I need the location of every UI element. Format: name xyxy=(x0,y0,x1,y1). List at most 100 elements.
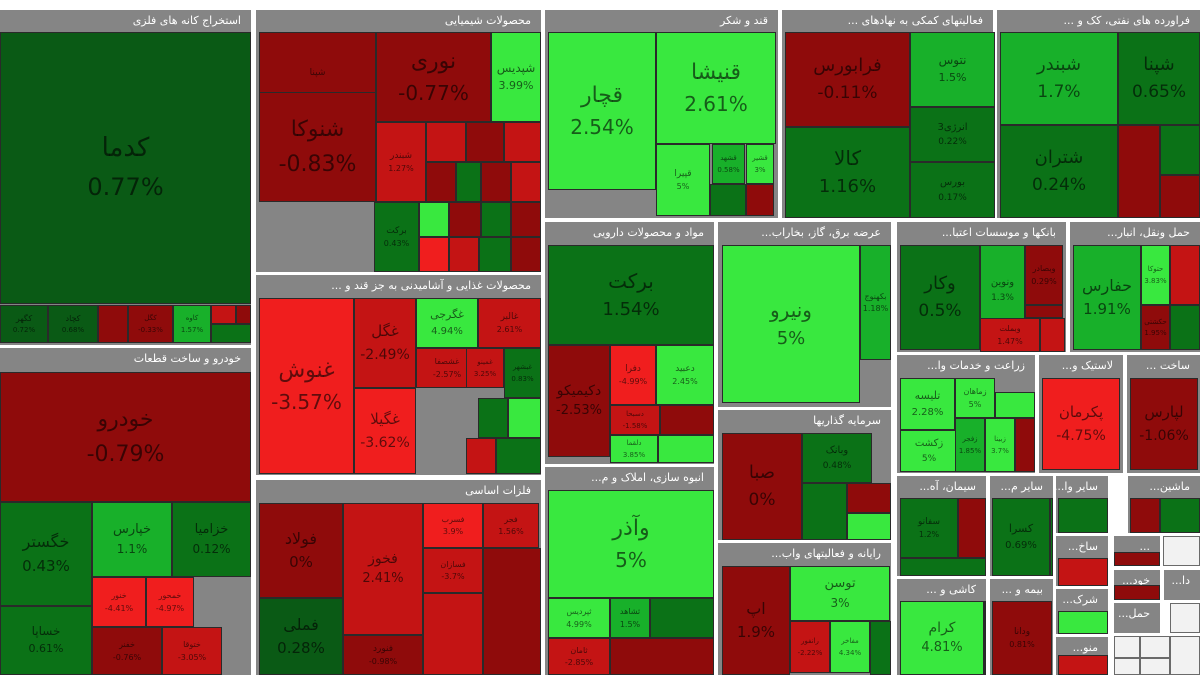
stock-tile[interactable]: فنورد -0.98% xyxy=(343,635,423,675)
stock-tile[interactable]: خگستر 0.43% xyxy=(0,502,92,606)
stock-tile[interactable]: ثپردیس 4.99% xyxy=(548,598,610,638)
stock-tile[interactable]: وبملت 1.47% xyxy=(980,318,1040,352)
stock-tile[interactable]: تلیسه 2.28% xyxy=(900,378,955,430)
stock-tile[interactable]: کچاد 0.68% xyxy=(48,305,98,343)
stock-tile[interactable]: غنوش -3.57% xyxy=(259,298,354,474)
stock-tile[interactable]: دعبید 2.45% xyxy=(656,345,714,405)
stock-tile[interactable]: فجر 1.56% xyxy=(483,503,539,548)
stock-symbol: وبصادر xyxy=(1032,264,1056,274)
stock-tile[interactable]: خزامیا 0.12% xyxy=(172,502,251,577)
stock-tile[interactable]: حکشتی 1.95% xyxy=(1141,305,1170,350)
stock-symbol: خزامیا xyxy=(194,521,229,537)
stock-tile[interactable]: خساپا 0.61% xyxy=(0,606,92,675)
stock-change: -3.57% xyxy=(271,390,342,415)
stock-tile[interactable]: دسبحا -1.58% xyxy=(610,405,660,435)
sector-panel: دا... xyxy=(1164,570,1200,600)
stock-tile[interactable]: کسرا 0.69% xyxy=(992,498,1050,576)
sector-title: خود... xyxy=(1122,574,1150,587)
stock-tile[interactable]: بکهنوج 1.18% xyxy=(860,245,891,360)
filler-tile xyxy=(1160,498,1200,533)
stock-tile[interactable]: شتران 0.24% xyxy=(1000,125,1118,218)
stock-tile[interactable]: قشهد 0.58% xyxy=(712,144,745,184)
stock-tile[interactable]: غگل -2.49% xyxy=(354,298,416,388)
stock-tile[interactable]: پکرمان -4.75% xyxy=(1042,378,1120,470)
stock-tile[interactable]: قپیرا 5% xyxy=(656,144,710,216)
stock-symbol: کاوه xyxy=(185,314,199,323)
stock-tile[interactable]: شبندر 1.27% xyxy=(376,122,426,202)
stock-tile[interactable]: حفارس 1.91% xyxy=(1073,245,1141,350)
stock-tile[interactable]: کالا 1.16% xyxy=(785,127,910,218)
stock-tile[interactable]: کدما 0.77% xyxy=(0,32,251,304)
stock-tile[interactable]: قنیشا 2.61% xyxy=(656,32,776,144)
stock-tile[interactable]: وبصادر 0.29% xyxy=(1025,245,1063,305)
stock-tile[interactable]: فسازان -3.7% xyxy=(423,548,483,593)
stock-tile[interactable]: توسن 3% xyxy=(790,566,890,621)
stock-tile[interactable]: برکت 0.43% xyxy=(374,202,419,272)
stock-tile[interactable]: برکت 1.54% xyxy=(548,245,714,345)
stock-tile[interactable]: غمینو 3.25% xyxy=(466,348,504,388)
stock-tile[interactable]: لپارس -1.06% xyxy=(1130,378,1198,470)
filler-tile xyxy=(900,558,986,576)
stock-symbol: قپیرا xyxy=(674,168,692,179)
stock-tile[interactable]: وآذر 5% xyxy=(548,490,714,598)
stock-tile[interactable]: ونوین 1.3% xyxy=(980,245,1025,335)
stock-tile[interactable]: سفانو 1.2% xyxy=(900,498,958,558)
stock-tile[interactable]: اپ 1.9% xyxy=(722,566,790,675)
stock-tile[interactable]: خمحور -4.97% xyxy=(146,577,194,627)
stock-tile[interactable]: نوری -0.77% xyxy=(376,32,491,122)
stock-tile[interactable]: حتوکا 3.83% xyxy=(1141,245,1170,305)
stock-tile[interactable]: رانفور -2.22% xyxy=(790,621,830,673)
stock-tile[interactable]: کاوه 1.57% xyxy=(173,305,211,343)
stock-symbol: ونیرو xyxy=(770,297,812,322)
stock-symbol: خساپا xyxy=(31,624,61,639)
stock-tile[interactable]: کگهر 0.72% xyxy=(0,305,48,343)
stock-tile[interactable]: وبانک 0.48% xyxy=(802,433,872,483)
stock-tile[interactable]: فملی 0.28% xyxy=(259,598,343,675)
stock-tile[interactable]: فخوز 2.41% xyxy=(343,503,423,635)
stock-tile[interactable]: انرژی3 0.22% xyxy=(910,107,995,162)
stock-tile[interactable]: ودانا 0.81% xyxy=(992,601,1052,675)
stock-symbol: ثپردیس xyxy=(566,607,592,617)
stock-tile[interactable]: فولاد 0% xyxy=(259,503,343,598)
stock-tile[interactable]: شنوکا -0.83% xyxy=(259,92,376,202)
stock-tile[interactable]: دلقما 3.85% xyxy=(610,435,658,463)
stock-symbol: ثشاهد xyxy=(619,607,641,617)
stock-tile[interactable]: کگل -0.33% xyxy=(128,305,173,343)
stock-tile[interactable]: ثشاهد 1.5% xyxy=(610,598,650,638)
stock-tile[interactable]: دفرا -4.99% xyxy=(610,345,656,405)
stock-tile[interactable]: زماهان 5% xyxy=(955,378,995,418)
stock-tile[interactable]: ثامان -2.85% xyxy=(548,638,610,675)
stock-tile[interactable]: ونیرو 5% xyxy=(722,245,860,403)
stock-tile[interactable]: قشیر 3% xyxy=(746,144,774,184)
empty-cell xyxy=(1140,636,1170,658)
stock-tile[interactable]: شبندر 1.7% xyxy=(1000,32,1118,125)
stock-change: 0% xyxy=(748,489,776,510)
stock-tile[interactable]: نتوس 1.5% xyxy=(910,32,995,107)
stock-tile[interactable]: شپنا 0.65% xyxy=(1118,32,1200,125)
stock-tile[interactable]: خودرو -0.79% xyxy=(0,372,251,502)
stock-tile[interactable]: بورس 0.17% xyxy=(910,162,995,218)
stock-tile[interactable]: فرابورس -0.11% xyxy=(785,32,910,127)
stock-tile[interactable]: خنور -4.41% xyxy=(92,577,146,627)
stock-change: 5% xyxy=(676,182,690,192)
stock-tile[interactable]: غگرجی 4.94% xyxy=(416,298,478,348)
stock-symbol: زکشت xyxy=(914,438,944,450)
stock-tile[interactable]: زکشت 5% xyxy=(900,430,958,472)
stock-tile[interactable]: فسرب 3.9% xyxy=(423,503,483,548)
stock-tile[interactable]: زفجر 1.85% xyxy=(955,418,985,472)
stock-tile[interactable]: قچار 2.54% xyxy=(548,32,656,190)
stock-tile[interactable]: خپارس 1.1% xyxy=(92,502,172,577)
stock-tile[interactable]: مفاخر 4.34% xyxy=(830,621,870,673)
stock-tile[interactable]: صبا 0% xyxy=(722,433,802,540)
stock-tile[interactable]: ختوقا -3.05% xyxy=(162,627,222,675)
stock-tile[interactable]: غبشهر 0.83% xyxy=(504,348,541,398)
stock-tile[interactable]: غالبر 2.61% xyxy=(478,298,541,348)
stock-tile[interactable]: دکیمیکو -2.53% xyxy=(548,345,610,457)
stock-tile[interactable]: کرام 4.81% xyxy=(900,601,984,675)
stock-tile[interactable]: غگیلا -3.62% xyxy=(354,388,416,474)
stock-tile[interactable]: خفنر -0.76% xyxy=(92,627,162,675)
stock-change: 1.85% xyxy=(958,446,982,455)
stock-tile[interactable]: زبینا 3.7% xyxy=(985,418,1015,472)
stock-tile[interactable]: وکار 0.5% xyxy=(900,245,980,350)
stock-tile[interactable]: شپدیس 3.99% xyxy=(491,32,541,122)
